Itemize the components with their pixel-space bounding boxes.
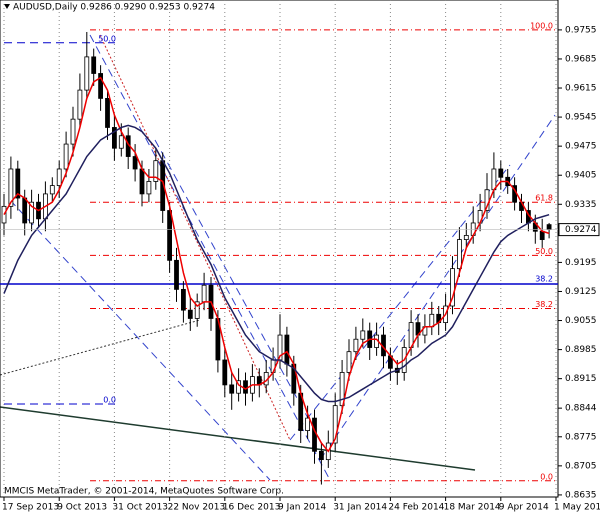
candle-body — [491, 168, 497, 191]
candle-body — [49, 185, 55, 195]
fibo-label: 38.2 — [535, 300, 553, 309]
candle-body — [318, 450, 324, 461]
candle-body — [56, 168, 62, 186]
candle-body — [174, 259, 179, 290]
y-tick-label: 0.9545 — [565, 113, 597, 123]
plot-border — [0, 0, 559, 498]
candle-body — [456, 239, 462, 270]
y-tick-label: 0.9055 — [565, 316, 597, 326]
x-tick-label: 31 Oct 2013 — [112, 503, 168, 513]
candle-body — [450, 268, 455, 307]
y-tick-label: 0.9685 — [565, 54, 597, 64]
candle-body — [15, 168, 21, 199]
candle-body — [353, 338, 359, 353]
y-tick-label: 0.8775 — [565, 432, 597, 442]
channel-line — [0, 319, 201, 376]
y-tick-label: 0.8635 — [565, 490, 597, 500]
y-tick-label: 0.9615 — [565, 84, 597, 94]
y-tick-label: 0.8915 — [565, 374, 597, 384]
y-tick-label: 0.9755 — [565, 25, 597, 35]
y-tick-label: 0.9335 — [565, 200, 597, 210]
candle-body — [146, 181, 152, 195]
candle-body — [539, 230, 545, 240]
trend-line — [0, 406, 476, 471]
channel-line — [9, 199, 271, 481]
watermark: MMCIS MetaTrader, © 2001-2014, MetaQuote… — [4, 487, 284, 497]
moving-average — [3, 76, 550, 453]
candle-body — [201, 284, 207, 303]
fibo-label: 100.0 — [530, 21, 553, 30]
candle-body — [194, 301, 200, 319]
y-tick-label: 0.9195 — [565, 258, 597, 268]
price-box — [558, 223, 600, 237]
candle-body — [284, 334, 290, 365]
candle-body — [22, 197, 28, 224]
candle-body — [63, 143, 69, 170]
candle-body — [429, 313, 435, 328]
candle-body — [91, 56, 97, 74]
candle-body — [498, 168, 504, 178]
candle-body — [222, 359, 228, 386]
channel-line — [154, 139, 321, 441]
candle-body — [187, 309, 193, 319]
fibo-label: 61.8 — [535, 194, 553, 203]
candle-body — [70, 118, 76, 145]
moving-average — [3, 124, 550, 403]
x-tick-label: 1 May 2014 — [554, 503, 600, 513]
y-tick-label: 0.9475 — [565, 142, 597, 152]
y-tick-label: 0.8844 — [565, 404, 597, 414]
x-tick-label: 31 Jan 2014 — [333, 503, 387, 513]
y-tick-label: 0.9125 — [565, 287, 597, 297]
x-tick-label: 9 Oct 2013 — [57, 503, 107, 513]
candle-body — [305, 417, 311, 431]
candle-body — [360, 330, 366, 340]
x-tick-label: 22 Nov 2013 — [168, 503, 226, 513]
candle-body — [463, 235, 469, 240]
candle-body — [105, 98, 110, 128]
candle-body — [243, 380, 248, 394]
candle-body — [229, 384, 235, 394]
candle-body — [84, 56, 90, 91]
channel-line — [89, 34, 331, 481]
x-tick-label: 16 Dec 2013 — [223, 503, 280, 513]
candle-body — [132, 156, 138, 170]
candle-body — [118, 135, 124, 149]
candle-body — [112, 127, 117, 149]
fibo-label: 0.0 — [540, 472, 553, 481]
candle-body — [167, 210, 173, 261]
x-tick-label: 18 Mar 2014 — [444, 503, 501, 513]
channel-line — [99, 34, 291, 441]
candle-body — [346, 351, 352, 373]
y-tick-label: 0.8985 — [565, 345, 597, 355]
level-label: 38.2 — [535, 275, 553, 284]
candle-body — [332, 405, 338, 444]
candle-body — [98, 73, 103, 99]
x-tick-label: 9 Jan 2014 — [278, 503, 326, 513]
x-tick-label: 9 Apr 2014 — [499, 503, 549, 513]
trend-lines — [0, 0, 559, 498]
fibo-label: 50.0 — [98, 34, 116, 43]
y-tick-label: 0.9405 — [565, 171, 597, 181]
candle-body — [312, 417, 317, 452]
x-tick-label: 17 Sep 2013 — [2, 503, 59, 513]
candle-body — [29, 201, 35, 224]
channel-line — [319, 114, 556, 461]
candle-body — [546, 224, 552, 231]
candle-body — [8, 168, 14, 207]
price-label: 0.9274 — [565, 225, 597, 235]
candle-body — [139, 168, 145, 195]
title-icon — [4, 4, 10, 9]
candle-body — [77, 89, 83, 120]
candle-body — [180, 288, 186, 311]
candle-body — [153, 160, 159, 182]
fibo-label: 0.0 — [103, 395, 116, 404]
y-tick-label: 0.8705 — [565, 461, 597, 471]
fibo-label: 50.0 — [535, 247, 553, 256]
x-tick-label: 24 Feb 2014 — [388, 503, 444, 513]
chart-title: AUDUSD,Daily 0.9286 0.9290 0.9253 0.9274 — [13, 3, 215, 13]
candle-body — [339, 372, 345, 407]
